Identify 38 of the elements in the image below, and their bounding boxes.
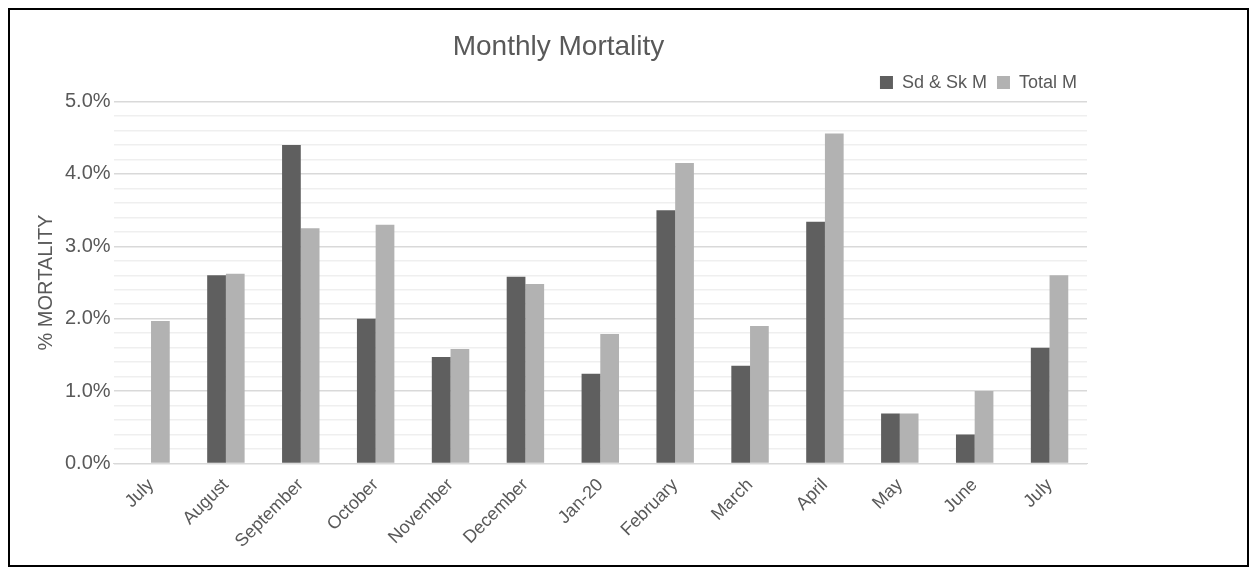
bar <box>899 413 919 463</box>
bar <box>375 224 395 463</box>
bar <box>581 373 601 463</box>
bar <box>431 357 451 463</box>
bar <box>881 413 900 463</box>
bar <box>282 145 301 463</box>
bar <box>525 283 545 463</box>
bar <box>824 133 844 463</box>
chart-title: Monthly Mortality <box>452 29 665 61</box>
bar <box>356 318 376 463</box>
bar <box>731 365 751 463</box>
bar <box>750 325 769 463</box>
y-tick-label: 1.0% <box>64 378 111 401</box>
bar <box>450 349 470 463</box>
bar <box>207 275 226 463</box>
legend-label: Total M <box>1018 71 1078 92</box>
bar <box>1049 275 1069 463</box>
legend-label: Sd & Sk M <box>901 71 987 92</box>
bar <box>675 163 694 463</box>
x-tick-label: July <box>1019 474 1056 512</box>
x-tick-label: July <box>120 474 158 512</box>
y-tick-label: 0.0% <box>64 450 111 473</box>
y-tick-label: 3.0% <box>64 233 111 256</box>
bar <box>1030 347 1050 463</box>
y-tick-label: 2.0% <box>64 306 111 329</box>
y-axis-title: % MORTALITY <box>33 214 56 351</box>
bar <box>974 391 994 463</box>
x-tick-label: May <box>867 474 907 513</box>
y-tick-label: 4.0% <box>64 161 111 184</box>
bar <box>955 434 975 463</box>
y-tick-label: 5.0% <box>64 89 111 112</box>
bar <box>600 333 620 463</box>
bar <box>506 276 526 463</box>
bar <box>151 320 170 463</box>
bar <box>656 210 676 463</box>
bar <box>300 228 320 463</box>
bar <box>225 273 245 463</box>
bar <box>806 221 825 463</box>
